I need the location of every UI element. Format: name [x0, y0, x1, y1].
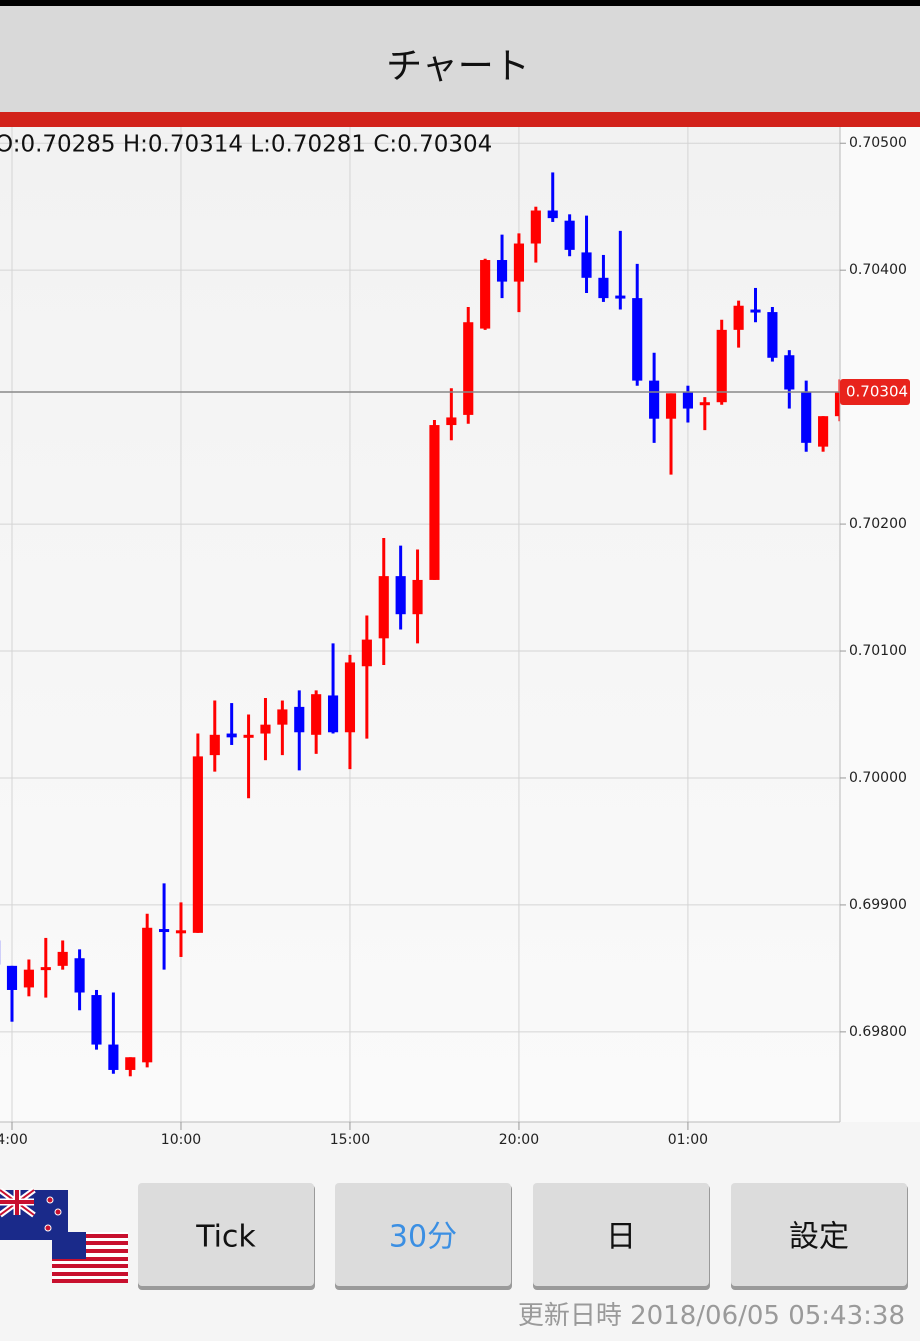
header-title: チャート: [386, 46, 530, 87]
candle-body: [294, 707, 304, 732]
candle-body: [125, 1057, 135, 1070]
candle-body: [379, 576, 389, 638]
candle-body: [345, 662, 355, 732]
candle-body: [108, 1045, 118, 1070]
candle-body: [75, 958, 85, 992]
candle-body: [260, 725, 270, 734]
candle-body: [210, 735, 220, 755]
candle-body: [24, 970, 34, 988]
candle-body: [632, 298, 642, 381]
tab-button[interactable]: 設定: [731, 1183, 908, 1290]
candle-body: [58, 952, 68, 966]
y-tick-label: 0.69800: [849, 1024, 907, 1040]
candle-body: [531, 211, 541, 244]
y-tick-label: 0.70000: [849, 770, 907, 786]
candle-body: [227, 734, 237, 738]
footer-time: 2018/06/05 05:43:38: [630, 1301, 905, 1331]
y-tick-label: 0.70500: [849, 135, 907, 151]
button-label[interactable]: Tick: [195, 1220, 256, 1255]
candle-body: [514, 244, 524, 282]
candle-body: [700, 402, 710, 405]
button-label[interactable]: 30分: [389, 1220, 457, 1255]
candle-body: [159, 929, 169, 932]
candle-body: [548, 211, 558, 219]
plot-area: [0, 127, 840, 1122]
x-tick-label: 10:00: [161, 1132, 201, 1148]
button-label[interactable]: 設定: [789, 1220, 849, 1255]
header-strip: [0, 112, 920, 127]
button-label[interactable]: 日: [606, 1220, 636, 1255]
x-tick-label: 01:00: [668, 1132, 708, 1148]
y-tick-label: 0.69900: [849, 897, 907, 913]
tab-button[interactable]: 30分: [335, 1183, 512, 1290]
candle-body: [193, 756, 203, 932]
y-tick-label: 0.70200: [849, 516, 907, 532]
x-tick-label: 20:00: [499, 1132, 539, 1148]
candle-body: [328, 695, 338, 732]
candle-body: [581, 252, 591, 277]
candle-body: [463, 322, 473, 415]
tab-button[interactable]: Tick: [138, 1183, 315, 1290]
candle-body: [801, 392, 811, 443]
candle-body: [666, 393, 676, 418]
last-price-label: 0.70304: [846, 383, 908, 401]
candle-body: [784, 355, 794, 389]
us-flag: [52, 1232, 128, 1282]
candle-body: [244, 735, 254, 738]
ohlc-info: O:0.70285 H:0.70314 L:0.70281 C:0.70304: [0, 132, 492, 158]
candle-body: [41, 967, 51, 970]
footer: 更新日時 2018/06/05 05:43:38: [518, 1301, 905, 1331]
y-tick-label: 0.70400: [849, 262, 907, 278]
candle-body: [396, 576, 406, 614]
candle-body: [277, 709, 287, 724]
status-bar: [0, 0, 920, 6]
candle-body: [750, 310, 760, 313]
x-tick-label: 4:00: [0, 1132, 28, 1148]
x-tick-label: 15:00: [330, 1132, 370, 1148]
candle-body: [480, 260, 490, 329]
candle-body: [7, 966, 17, 990]
candle-body: [311, 694, 321, 735]
tab-button[interactable]: 日: [533, 1183, 710, 1290]
candle-body: [767, 312, 777, 358]
y-tick-label: 0.70100: [849, 643, 907, 659]
candle-body: [412, 580, 422, 614]
footer-label: 更新日時: [518, 1301, 622, 1331]
candle-body: [615, 296, 625, 299]
candle-body: [649, 381, 659, 419]
candle-body: [734, 306, 744, 330]
candle-body: [91, 995, 101, 1045]
candle-body: [446, 417, 456, 425]
candle-body: [176, 930, 186, 933]
candle-body: [818, 416, 828, 446]
candle-body: [683, 392, 693, 409]
candle-body: [142, 928, 152, 1063]
candle-body: [598, 278, 608, 298]
candle-body: [362, 640, 372, 667]
candle-body: [497, 260, 507, 282]
candle-body: [429, 425, 439, 580]
candle-body: [565, 221, 575, 250]
